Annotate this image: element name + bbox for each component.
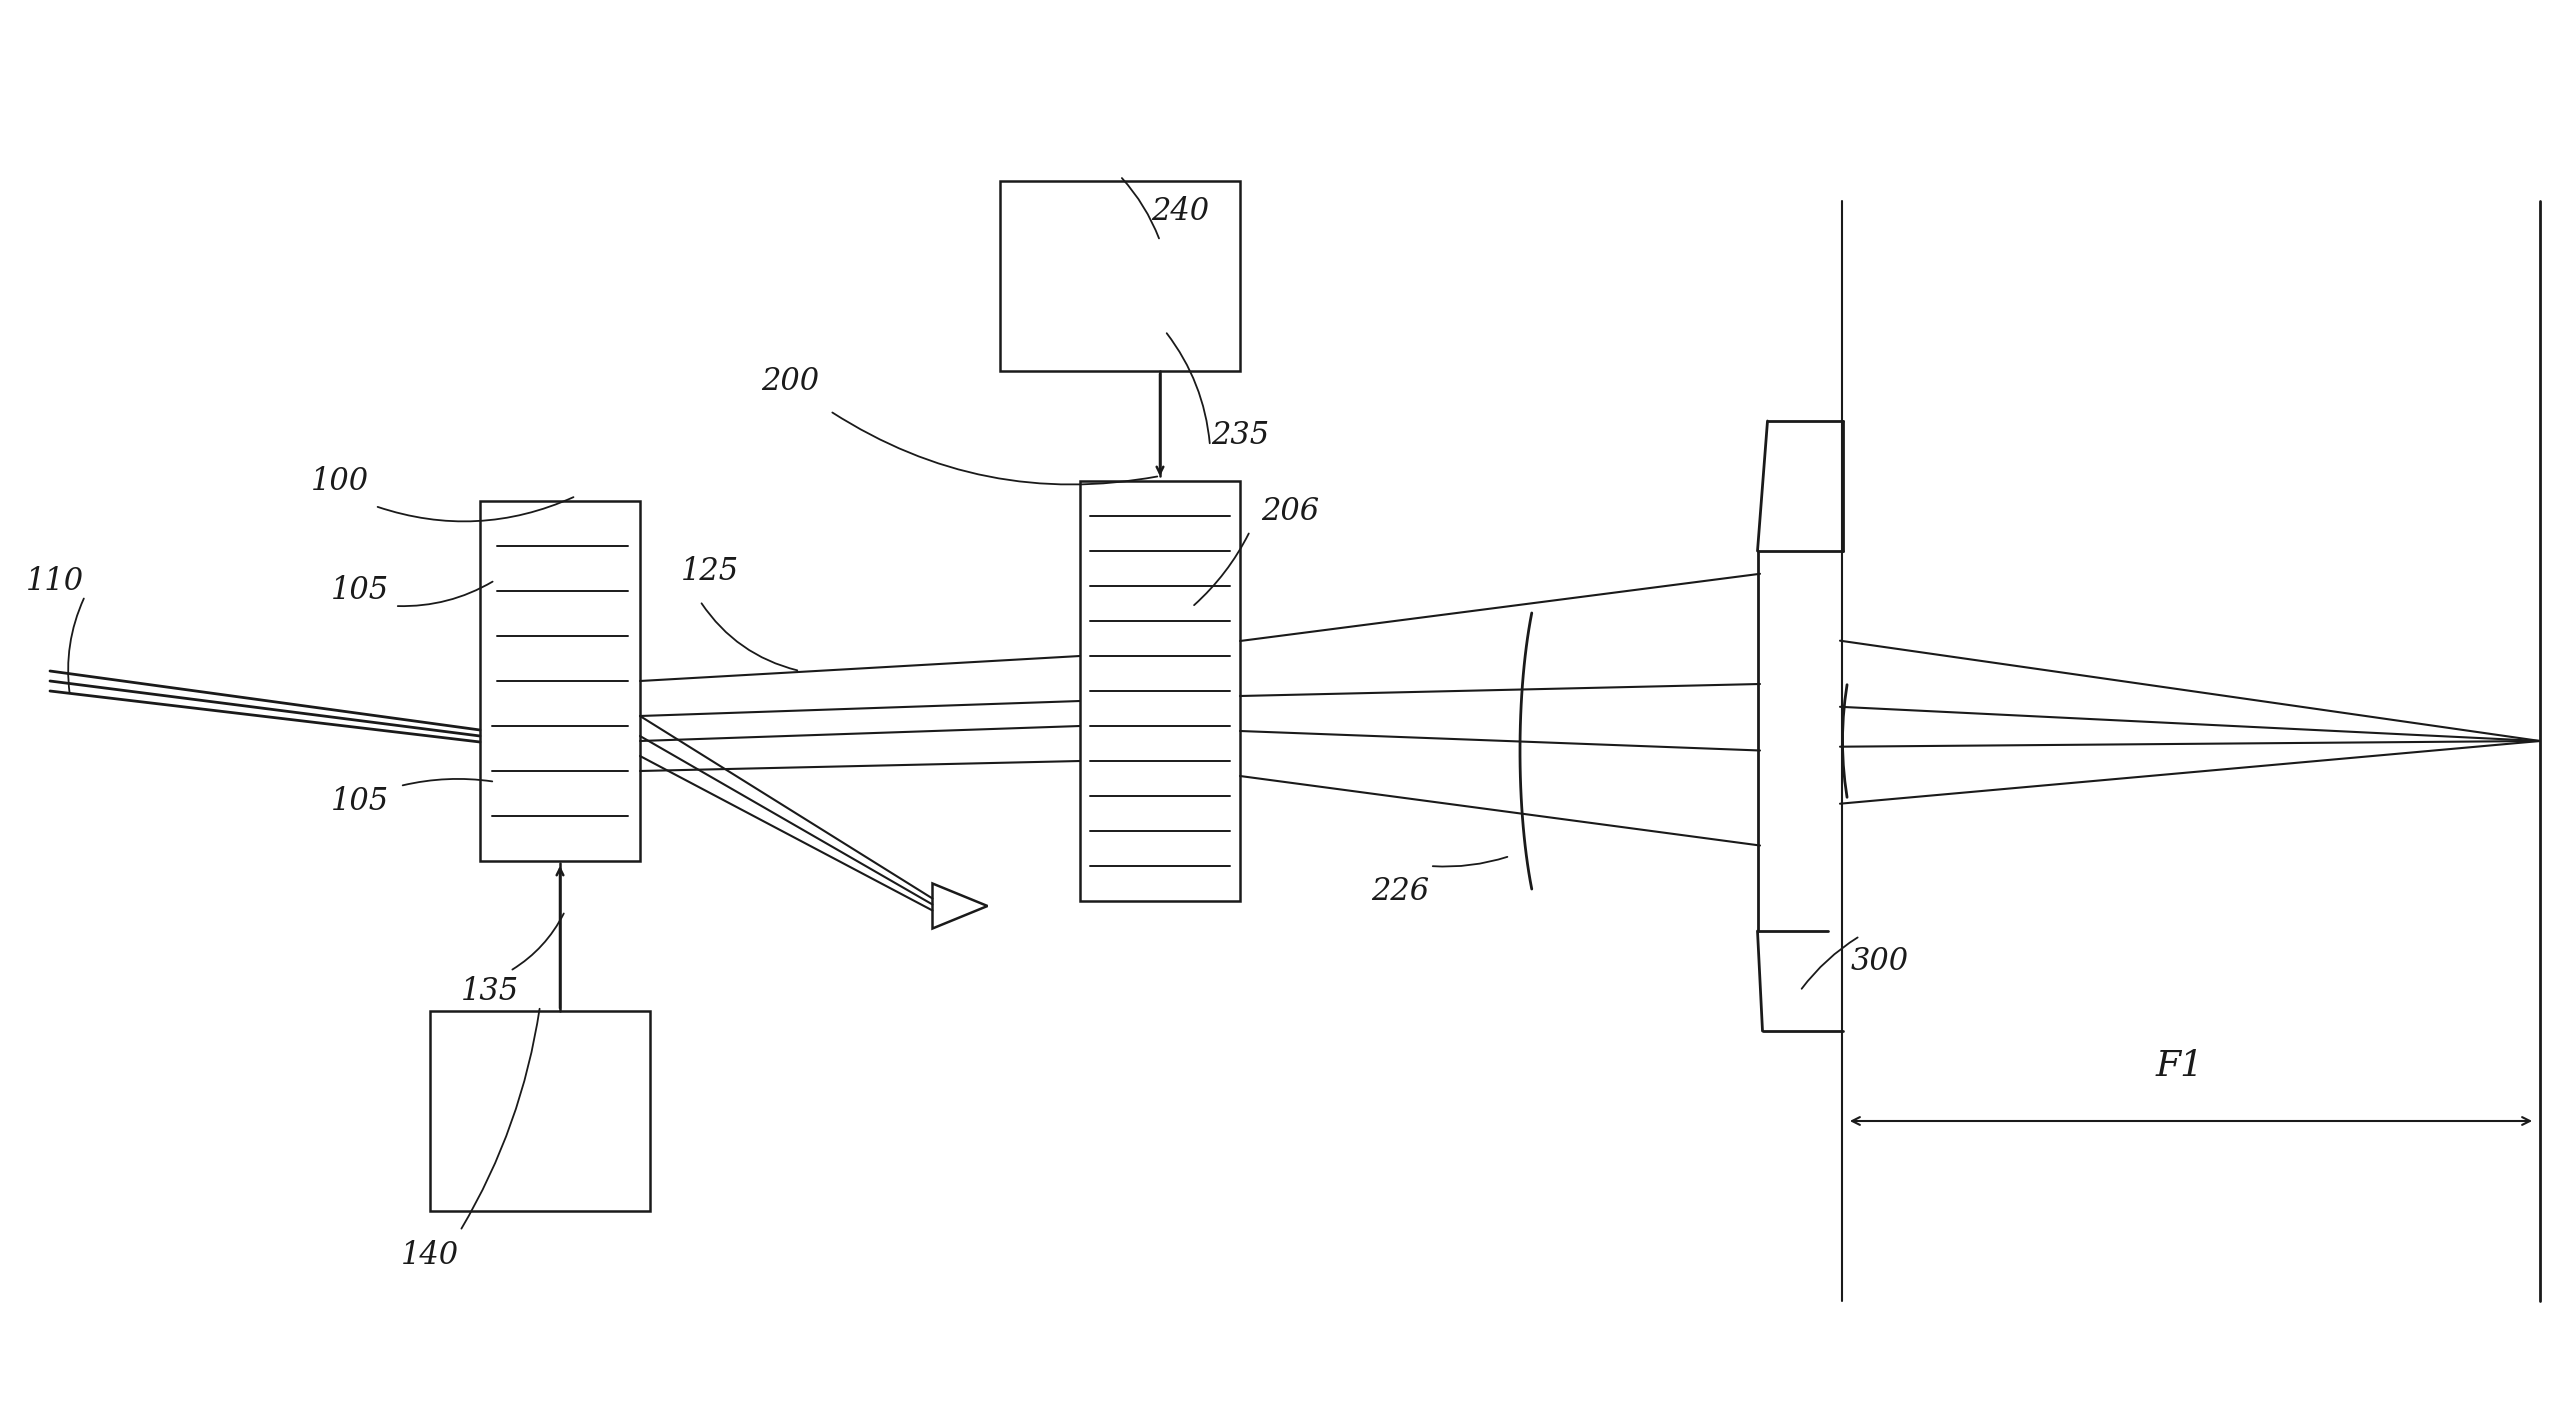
Text: 110: 110 [26, 566, 85, 597]
Bar [429, 1010, 650, 1211]
Text: 200: 200 [761, 365, 820, 396]
Text: 235: 235 [1211, 421, 1270, 452]
Bar [1080, 480, 1239, 901]
Text: F1: F1 [2157, 1049, 2203, 1083]
Text: 140: 140 [401, 1241, 460, 1272]
Text: 226: 226 [1370, 875, 1429, 907]
Text: 100: 100 [311, 466, 370, 496]
Text: 105: 105 [332, 786, 388, 817]
Text: 240: 240 [1152, 196, 1208, 226]
Text: 300: 300 [1851, 945, 1910, 976]
Text: 105: 105 [332, 576, 388, 607]
Text: 135: 135 [460, 975, 519, 1006]
Text: 125: 125 [681, 556, 738, 587]
Bar [481, 502, 640, 861]
Bar [1000, 180, 1239, 371]
Text: 206: 206 [1260, 496, 1319, 527]
